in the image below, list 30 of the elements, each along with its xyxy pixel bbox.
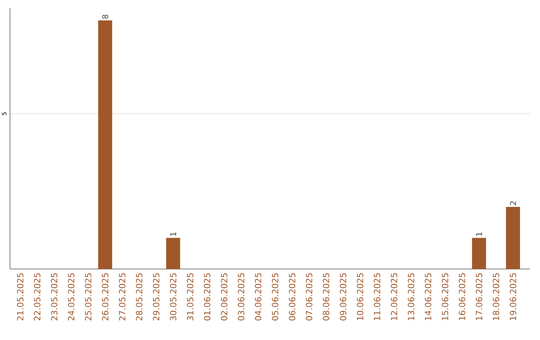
x-tick-label: 14.06.2025	[424, 273, 432, 320]
x-tick-label: 04.06.2025	[254, 273, 262, 320]
x-tick-label: 31.05.2025	[186, 273, 194, 320]
x-tick-label: 27.05.2025	[118, 273, 126, 320]
x-tick-label: 11.06.2025	[374, 273, 380, 320]
x-tick-label: 18.06.2025	[492, 273, 500, 320]
x-tick-label: 05.06.2025	[272, 273, 278, 320]
x-tick-label: 25.05.2025	[84, 273, 92, 320]
x-tick-label: 02.06.2025	[220, 273, 228, 320]
x-tick-label: 01.06.2025	[204, 273, 210, 320]
x-tick-label: 10.06.2025	[356, 273, 364, 320]
x-tick-label: 22.05.2025	[34, 273, 40, 320]
x-tick-label: 26.05.2025	[102, 273, 108, 320]
x-tick-label: 23.05.2025	[50, 273, 58, 320]
x-tick-label: 19.06.2025	[510, 273, 516, 320]
x-tick-label: 16.06.2025	[458, 273, 466, 320]
x-tick-label: 29.05.2025	[152, 273, 160, 320]
x-tick-label: 06.06.2025	[288, 273, 296, 320]
x-tick-label: 13.06.2025	[408, 273, 414, 320]
x-tick-label: 30.05.2025	[170, 273, 176, 320]
x-tick-label: 03.06.2025	[238, 273, 244, 320]
x-tick-label: 15.06.2025	[442, 273, 448, 320]
x-tick-label: 24.05.2025	[68, 273, 74, 320]
x-tick-label: 28.05.2025	[136, 273, 142, 320]
x-tick-label: 12.06.2025	[390, 273, 398, 320]
x-tick-label: 09.06.2025	[340, 273, 346, 320]
x-tick-label: 07.06.2025	[306, 273, 312, 320]
x-tick-label: 21.05.2025	[16, 273, 24, 320]
x-tick-label: 08.06.2025	[322, 273, 330, 320]
x-tick-label: 17.06.2025	[476, 273, 482, 320]
